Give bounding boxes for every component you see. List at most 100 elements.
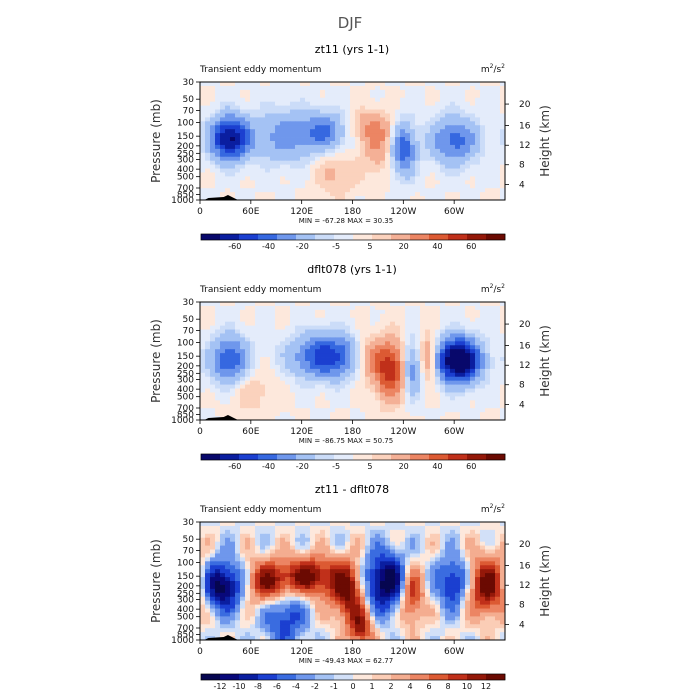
field-cell: [370, 109, 376, 114]
field-cell: [285, 537, 291, 543]
field-cell: [460, 345, 466, 350]
field-cell: [465, 117, 471, 122]
field-cell: [495, 573, 501, 578]
field-cell: [370, 376, 376, 382]
field-cell: [200, 573, 206, 578]
field-cell: [305, 588, 311, 594]
field-cell: [200, 164, 206, 169]
field-cell: [445, 408, 451, 413]
field-cell: [210, 396, 216, 401]
field-cell: [350, 85, 356, 91]
field-cell: [255, 408, 261, 413]
field-cell: [205, 176, 211, 181]
field-cell: [445, 184, 451, 189]
field-cell: [310, 364, 316, 370]
field-cell: [410, 368, 416, 374]
field-cell: [250, 113, 256, 118]
field-cell: [225, 325, 231, 330]
field-cell: [235, 329, 241, 334]
field-cell: [390, 557, 396, 562]
field-cell: [205, 404, 211, 409]
field-cell: [415, 569, 421, 574]
field-cell: [440, 357, 446, 362]
field-cell: [320, 184, 326, 189]
field-cell: [370, 137, 376, 142]
field-cell: [475, 565, 481, 570]
field-cell: [225, 412, 231, 417]
field-cell: [230, 97, 236, 103]
field-cell: [310, 584, 316, 590]
field-cell: [400, 125, 406, 130]
field-cell: [495, 93, 501, 99]
field-cell: [380, 341, 386, 346]
field-cell: [245, 129, 251, 134]
field-cell: [225, 584, 231, 590]
field-cell: [240, 380, 246, 385]
field-cell: [335, 353, 341, 358]
field-cell: [410, 321, 416, 326]
field-cell: [495, 168, 501, 173]
field-cell: [325, 372, 331, 378]
field-cell: [285, 581, 291, 586]
field-cell: [315, 553, 321, 558]
field-cell: [210, 302, 216, 307]
field-cell: [315, 541, 321, 546]
field-cell: [320, 305, 326, 311]
field-cell: [265, 117, 271, 122]
field-cell: [345, 305, 351, 311]
field-cell: [370, 164, 376, 169]
field-cell: [415, 584, 421, 590]
field-cell: [205, 376, 211, 382]
field-cell: [450, 148, 456, 154]
field-cell: [485, 137, 491, 142]
field-cell: [460, 361, 466, 366]
field-cell: [415, 577, 421, 582]
field-cell: [285, 321, 291, 326]
field-cell: [325, 577, 331, 582]
field-cell: [330, 302, 336, 307]
field-cell: [425, 184, 431, 189]
field-cell: [325, 82, 331, 87]
field-cell: [355, 144, 361, 150]
field-cell: [485, 368, 491, 374]
field-cell: [400, 113, 406, 118]
field-cell: [495, 349, 501, 354]
field-cell: [435, 541, 441, 546]
field-cell: [220, 101, 226, 106]
field-cell: [465, 313, 471, 319]
field-cell: [380, 525, 386, 531]
field-cell: [310, 549, 316, 554]
field-cell: [450, 388, 456, 393]
field-cell: [375, 113, 381, 118]
field-cell: [495, 89, 501, 95]
field-cell: [225, 129, 231, 134]
colorbar-box: [334, 234, 354, 240]
field-cell: [480, 357, 486, 362]
field-cell: [290, 192, 296, 197]
field-cell: [420, 321, 426, 326]
field-cell: [410, 144, 416, 150]
field-cell: [330, 565, 336, 570]
field-cell: [255, 364, 261, 370]
field-cell: [370, 557, 376, 562]
field-cell: [260, 168, 266, 173]
field-cell: [260, 309, 266, 315]
field-cell: [355, 184, 361, 189]
field-cell: [380, 541, 386, 546]
field-cell: [355, 372, 361, 378]
field-cell: [490, 345, 496, 350]
field-cell: [350, 537, 356, 543]
field-cell: [245, 172, 251, 177]
field-cell: [375, 533, 381, 539]
field-cell: [415, 588, 421, 594]
field-cell: [300, 113, 306, 118]
field-cell: [345, 522, 351, 527]
field-cell: [470, 412, 476, 417]
field-cell: [430, 141, 436, 146]
field-cell: [465, 584, 471, 590]
field-cell: [430, 97, 436, 103]
field-cell: [480, 309, 486, 315]
field-cell: [475, 152, 481, 158]
field-cell: [460, 368, 466, 374]
field-cell: [480, 392, 486, 397]
